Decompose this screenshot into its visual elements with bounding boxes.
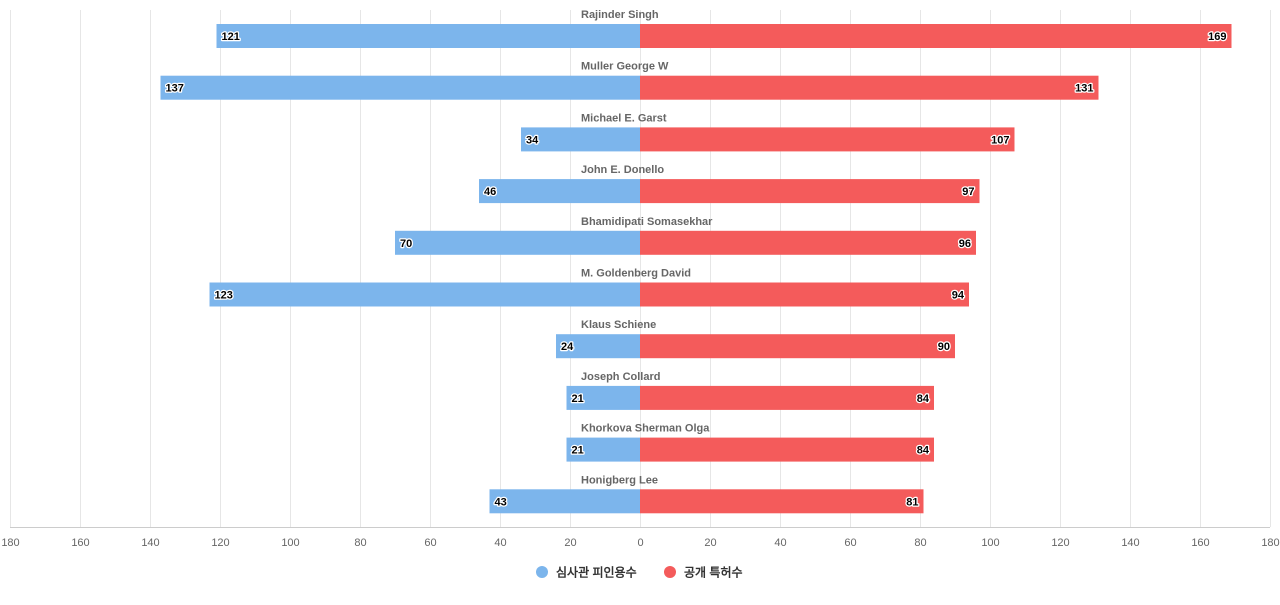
data-label-right: 169	[1208, 31, 1226, 43]
bar-left-series[interactable]	[556, 334, 640, 359]
x-tick-label: 120	[1051, 537, 1069, 549]
bar-left-series[interactable]	[395, 230, 640, 255]
x-tick-label: 160	[1191, 537, 1209, 549]
data-label-left: 24	[561, 341, 574, 353]
x-tick-label: 60	[424, 537, 436, 549]
bar-left-series[interactable]	[479, 179, 640, 204]
data-label-left: 123	[215, 290, 233, 302]
data-label-left: 43	[495, 496, 507, 508]
data-label-left: 21	[572, 445, 584, 457]
data-label-right: 84	[917, 393, 930, 405]
data-label-right: 96	[959, 238, 971, 250]
category-label: Honigberg Lee	[581, 474, 658, 486]
data-label-left: 70	[400, 238, 412, 250]
legend-item-published-patents[interactable]: 공개 특허수	[664, 565, 743, 580]
category-label: M. Goldenberg David	[581, 268, 691, 280]
x-tick-label: 140	[1121, 537, 1139, 549]
bar-left-series[interactable]	[521, 127, 640, 152]
category-label: Muller George W	[581, 61, 669, 73]
legend-item-examiner-citations[interactable]: 심사관 피인용수	[536, 565, 637, 580]
data-label-right: 107	[991, 134, 1009, 146]
bar-right-series[interactable]	[640, 75, 1099, 100]
x-tick-label: 20	[704, 537, 716, 549]
category-label: Michael E. Garst	[581, 112, 667, 124]
data-label-right: 94	[952, 290, 965, 302]
data-label-right: 81	[906, 496, 918, 508]
data-label-left: 137	[166, 83, 184, 95]
x-tick-label: 180	[1, 537, 19, 549]
legend-label: 공개 특허수	[684, 565, 743, 580]
x-tick-label: 40	[494, 537, 506, 549]
data-label-left: 121	[222, 31, 240, 43]
x-tick-label: 160	[71, 537, 89, 549]
x-tick-label: 80	[354, 537, 366, 549]
x-tick-label: 40	[774, 537, 786, 549]
bar-right-series[interactable]	[640, 282, 969, 307]
bar-right-series[interactable]	[640, 179, 980, 204]
category-label: Rajinder Singh	[581, 9, 659, 21]
data-label-left: 34	[526, 134, 539, 146]
bar-left-series[interactable]	[209, 282, 641, 307]
x-tick-label: 100	[281, 537, 299, 549]
legend[interactable]: 심사관 피인용수 공개 특허수	[536, 565, 743, 580]
bar-right-series[interactable]	[640, 385, 934, 410]
x-axis: 180 160 140 120 100 80 60 40 20 0 20 40 60 80 100 120 14…	[1, 527, 1280, 549]
data-label-right: 84	[917, 445, 930, 457]
category-label: Khorkova Sherman Olga	[581, 423, 710, 435]
bar-left-series[interactable]	[160, 75, 641, 100]
bar-left-series[interactable]	[216, 24, 641, 48]
category-label: Joseph Collard	[581, 371, 660, 383]
bar-right-series[interactable]	[640, 334, 955, 359]
x-tick-label: 80	[914, 537, 926, 549]
bar-right-series[interactable]	[640, 24, 1232, 48]
data-label-right: 97	[962, 186, 974, 198]
x-tick-label: 100	[981, 537, 999, 549]
x-tick-label: 0	[637, 537, 643, 549]
data-label-right: 90	[938, 341, 950, 353]
x-tick-label: 20	[564, 537, 576, 549]
x-tick-label: 120	[211, 537, 229, 549]
bar-left-series[interactable]	[566, 437, 641, 462]
bar-right-series[interactable]	[640, 127, 1015, 152]
x-tick-label: 140	[141, 537, 159, 549]
x-tick-label: 60	[844, 537, 856, 549]
category-label: John E. Donello	[581, 164, 664, 176]
data-labels: Rajinder Singh 121 169 Muller George W 137 13…	[164, 9, 1228, 510]
data-label-left: 21	[572, 393, 584, 405]
x-tick-label: 180	[1261, 537, 1279, 549]
data-label-left: 46	[484, 186, 496, 198]
bar-right-series[interactable]	[640, 489, 924, 514]
bars	[160, 24, 1232, 514]
data-label-right: 131	[1075, 83, 1093, 95]
bar-right-series[interactable]	[640, 230, 976, 255]
legend-marker-icon	[536, 566, 548, 578]
category-label: Bhamidipati Somasekhar	[581, 216, 713, 228]
bar-left-series[interactable]	[566, 385, 641, 410]
legend-marker-icon	[664, 566, 676, 578]
legend-label: 심사관 피인용수	[556, 565, 637, 580]
category-label: Klaus Schiene	[581, 319, 656, 331]
bar-right-series[interactable]	[640, 437, 934, 462]
bar-left-series[interactable]	[489, 489, 641, 514]
